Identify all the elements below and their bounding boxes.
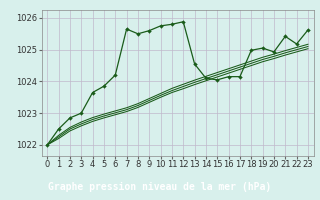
Text: Graphe pression niveau de la mer (hPa): Graphe pression niveau de la mer (hPa): [48, 182, 272, 192]
